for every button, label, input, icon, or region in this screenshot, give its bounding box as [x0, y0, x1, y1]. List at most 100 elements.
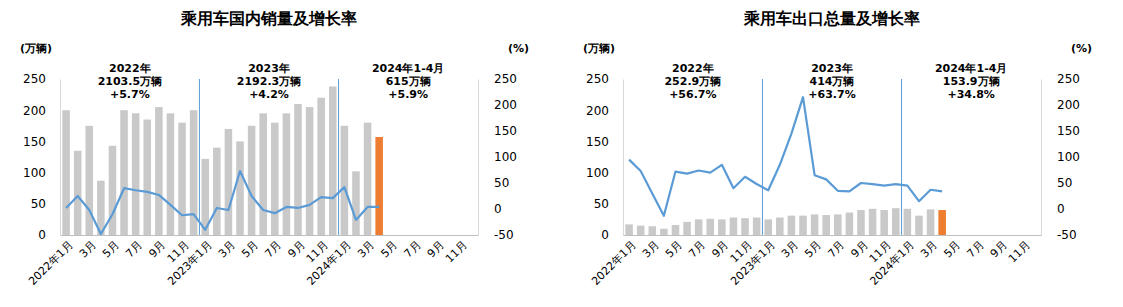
bar	[660, 229, 668, 235]
tick-label: 150	[586, 135, 609, 149]
tick-label: -50	[494, 228, 514, 242]
tick-label: 100	[586, 166, 609, 180]
tick: 2022年1月	[589, 235, 638, 288]
bar	[167, 113, 175, 235]
tick: 5月	[663, 235, 685, 260]
y-axis: 0 50 100 150 200 250	[23, 72, 60, 242]
year-separator	[338, 79, 339, 235]
bar	[706, 219, 714, 235]
tick: 50	[31, 197, 60, 211]
tick-label: 250	[586, 72, 609, 86]
chart-title: 乘用车国内销量及增长率	[180, 9, 357, 28]
tick: 7月	[964, 235, 986, 260]
annotation: 2023年	[248, 62, 290, 75]
annotation: +34.8%	[947, 88, 994, 101]
tick-label: 5月	[802, 238, 824, 260]
tick-label: 0	[494, 202, 502, 216]
tick-label: 5月	[100, 238, 122, 260]
annotation: 252.9万辆	[664, 75, 721, 88]
annotation: +5.9%	[388, 88, 428, 101]
bar	[132, 113, 140, 235]
bar	[880, 210, 888, 235]
tick-label: 7月	[686, 238, 708, 260]
tick-label: 11月	[443, 238, 470, 265]
tick: 100	[23, 166, 60, 180]
bar	[375, 137, 383, 235]
tick-label: 11月	[1006, 238, 1033, 265]
tick-label: 5月	[239, 238, 261, 260]
chart-title: 乘用车出口总量及增长率	[743, 9, 920, 28]
bar	[730, 218, 738, 235]
tick-label: 5月	[378, 238, 400, 260]
tick: 50	[1041, 176, 1072, 190]
tick-label: 100	[494, 150, 517, 164]
bar	[811, 214, 819, 235]
tick-label: 3月	[355, 238, 377, 260]
tick: 5月	[802, 235, 824, 260]
bar	[904, 209, 912, 235]
axis-line	[623, 80, 624, 236]
tick: 2022年1月	[26, 235, 75, 288]
tick: 150	[478, 124, 517, 138]
tick: 0	[601, 228, 623, 242]
tick: 250	[23, 72, 60, 86]
bar	[834, 214, 842, 235]
tick-label: 150	[494, 124, 517, 138]
bar	[341, 126, 349, 235]
tick-label: 0	[1057, 202, 1065, 216]
tick-label: 3月	[640, 238, 662, 260]
bar	[776, 218, 784, 235]
plot-area	[625, 97, 946, 235]
tick-label: 50	[594, 197, 609, 211]
tick: 3月	[355, 235, 377, 260]
tick: 50	[594, 197, 623, 211]
figure: 乘用车国内销量及增长率(万辆)(%)050100150200250-500501…	[0, 0, 1123, 307]
bar	[741, 218, 749, 235]
tick-label: 250	[1057, 72, 1080, 86]
tick: -50	[1041, 228, 1077, 242]
year-separator	[762, 79, 763, 235]
bar	[86, 126, 94, 235]
plot-area	[62, 86, 383, 235]
bar	[625, 224, 633, 235]
tick: 200	[1041, 98, 1080, 112]
bar	[225, 129, 233, 235]
bar	[271, 123, 279, 235]
bar	[236, 141, 244, 235]
bar	[329, 86, 337, 235]
tick: 50	[478, 176, 509, 190]
y2-axis: -50 0 50 100 150 200 250	[1041, 72, 1080, 242]
annotation: +56.7%	[669, 88, 716, 101]
bar	[306, 107, 314, 235]
tick-label: 7月	[123, 238, 145, 260]
bar	[718, 219, 726, 235]
tick: 100	[586, 166, 623, 180]
tick-label: 200	[23, 104, 46, 118]
tick-label: 150	[1057, 124, 1080, 138]
bar	[294, 104, 302, 235]
tick: 3月	[918, 235, 940, 260]
annotation: 2192.3万辆	[237, 75, 301, 88]
tick-label: 250	[494, 72, 517, 86]
tick-label: 0	[38, 228, 46, 242]
tick-label: 3月	[77, 238, 99, 260]
tick-label: 2022年1月	[589, 238, 638, 287]
tick: 250	[478, 72, 517, 86]
annotation: 2022年	[672, 62, 714, 75]
bar	[764, 219, 772, 235]
tick: 11月	[1006, 235, 1033, 265]
bar	[695, 219, 703, 235]
tick-label: 100	[1057, 150, 1080, 164]
tick: 250	[586, 72, 623, 86]
bar	[788, 216, 796, 235]
axis-line	[624, 235, 1042, 236]
tick-label: 2023年1月	[728, 238, 777, 287]
tick: 150	[23, 135, 60, 149]
tick: 3月	[640, 235, 662, 260]
tick: 200	[23, 104, 60, 118]
bar	[869, 209, 877, 235]
y-axis: 050100150200250	[586, 72, 623, 242]
tick: -50	[478, 228, 514, 242]
annotation: 153.9万辆	[943, 75, 1000, 88]
tick-label: 7月	[825, 238, 847, 260]
